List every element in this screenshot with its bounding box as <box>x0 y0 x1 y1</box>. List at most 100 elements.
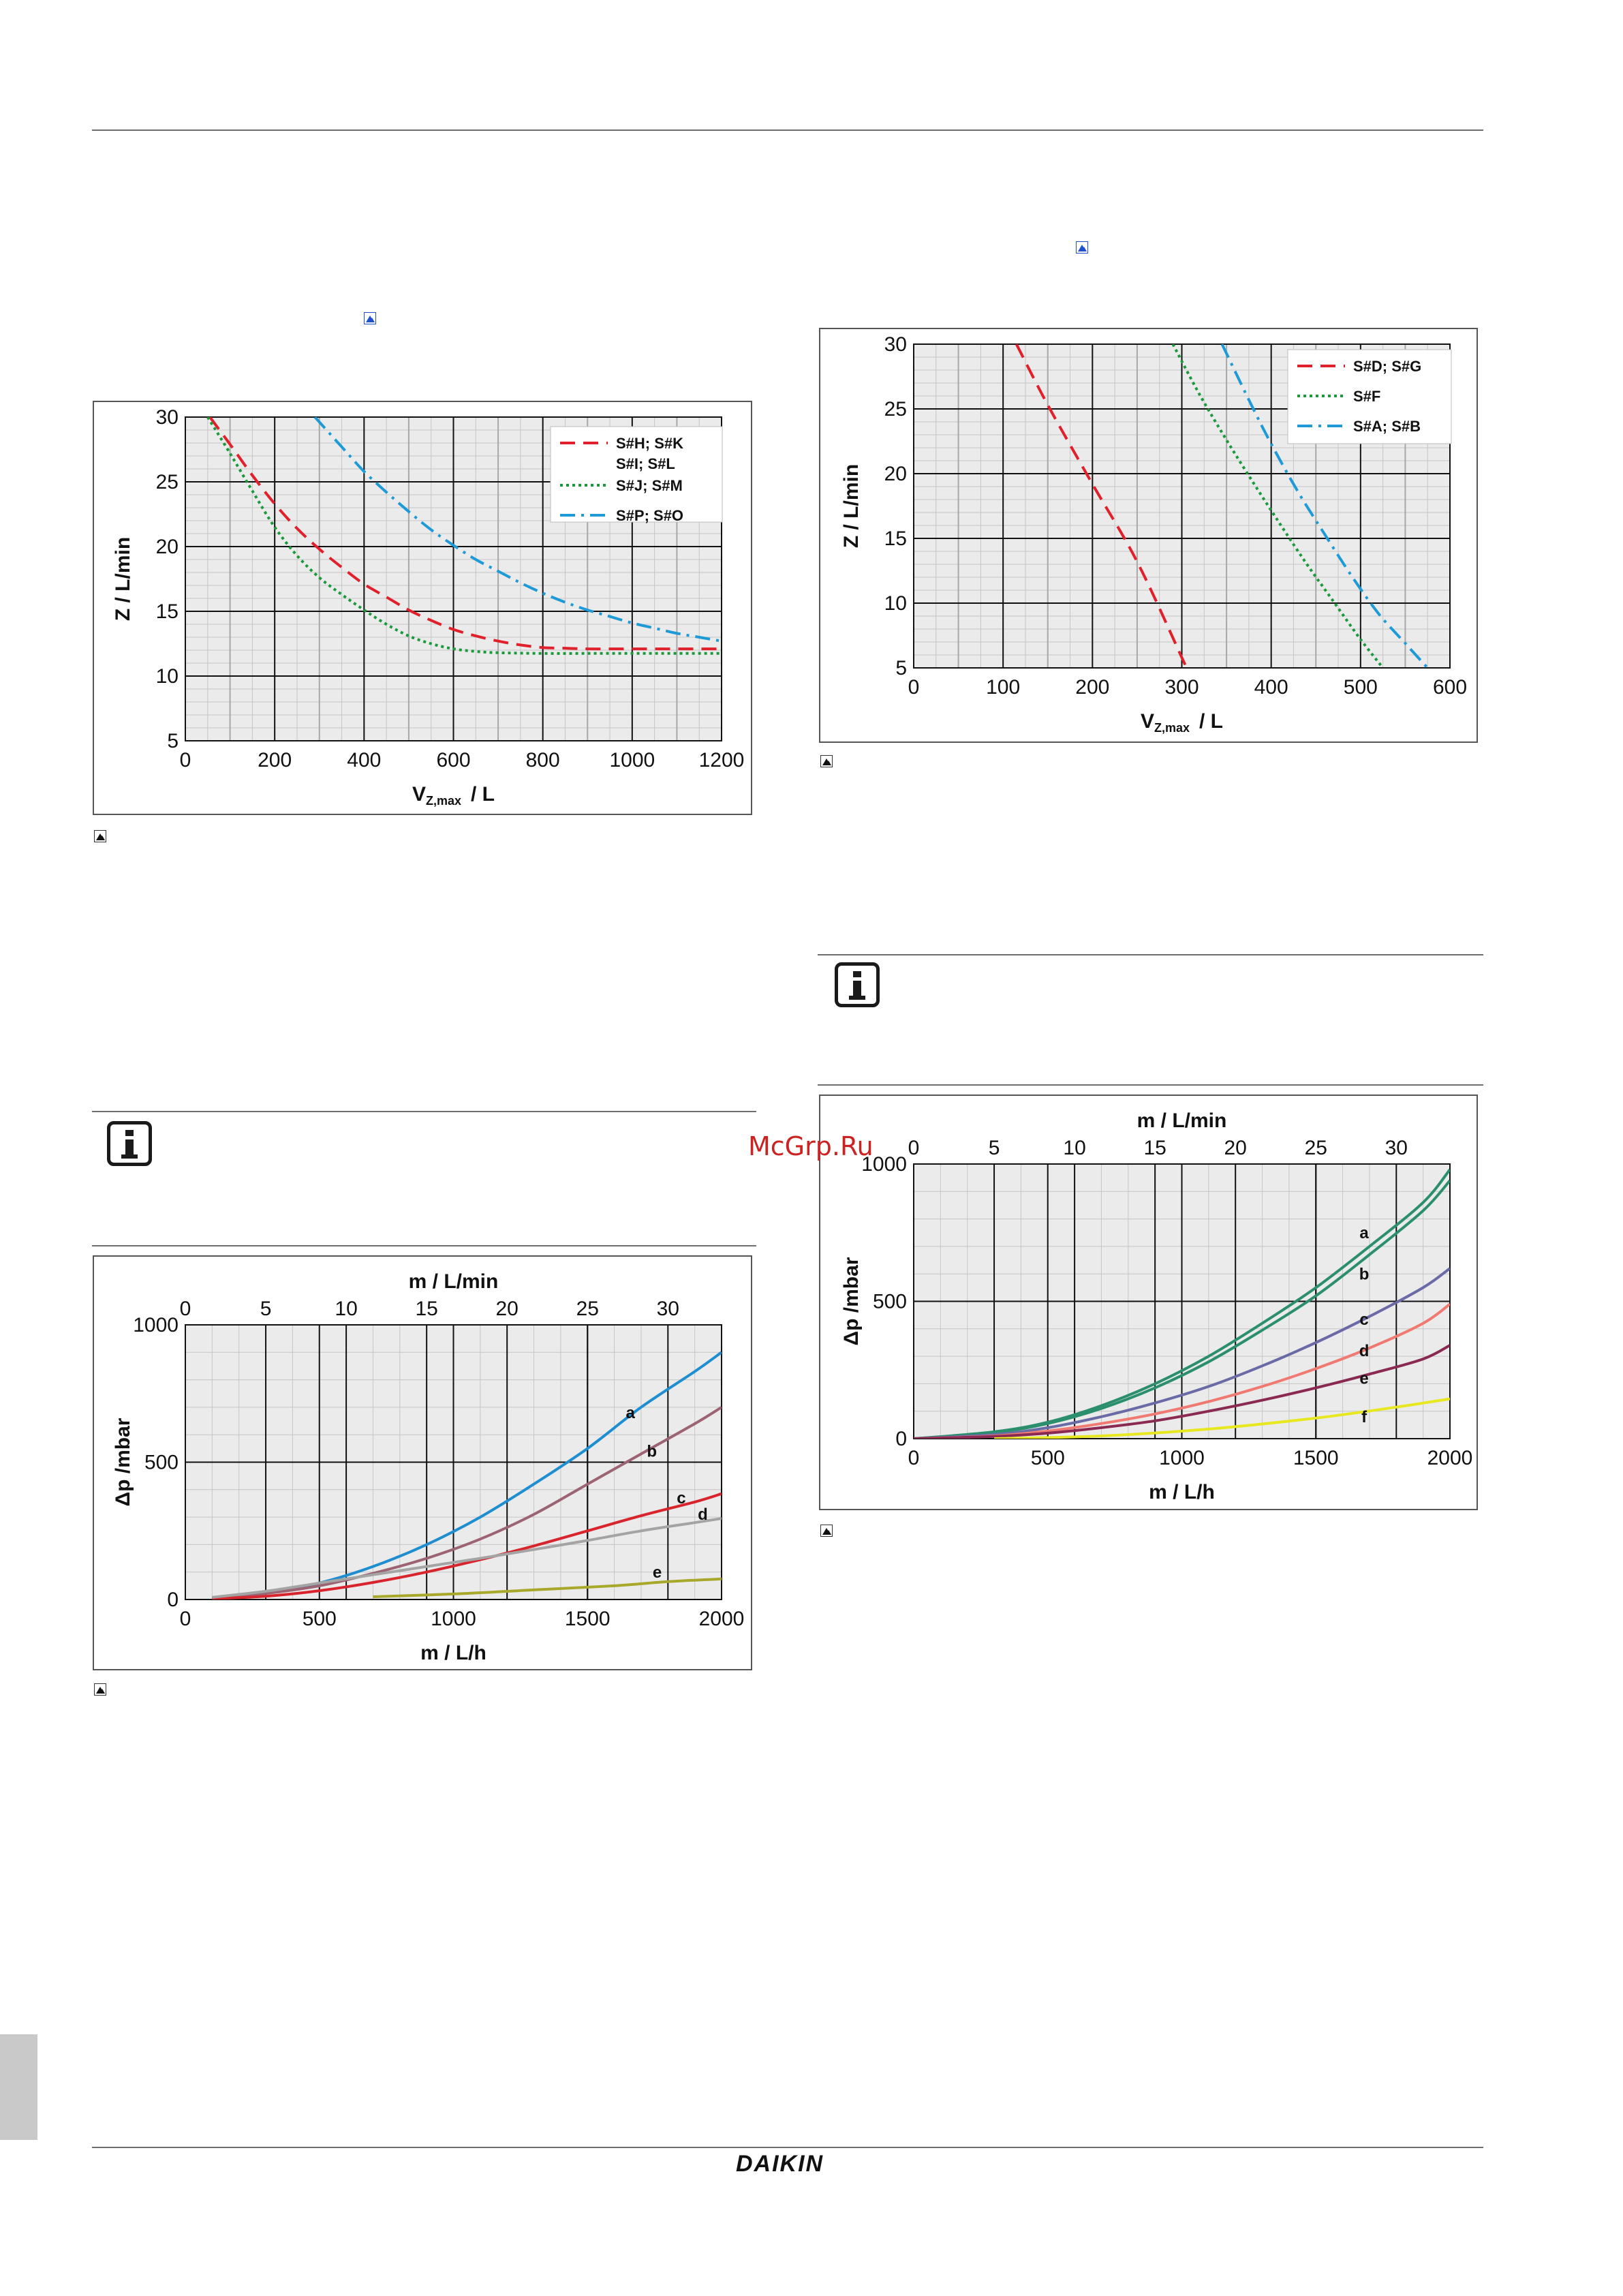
chart-2: 0 100 200 300 400 500 600 5 10 15 20 25 30 VZ,max / L Z… <box>840 333 1467 735</box>
daikin-logo: DAIKIN <box>736 2151 824 2177</box>
plot-border <box>185 1324 722 1600</box>
chart-frame-4: 0 500 1000 1500 2000 0 500 1000 0 5 10 15 20 25 30 m / … <box>819 1095 1478 1510</box>
x-tick-label: 200 <box>1075 676 1109 699</box>
watermark: McGrp.Ru <box>748 1131 874 1161</box>
x-axis-label: m / L/h <box>1149 1481 1215 1503</box>
x-axis-label: m / L/h <box>420 1642 486 1664</box>
x-tick-label: 2000 <box>1427 1447 1473 1469</box>
series-line-d <box>914 1344 1450 1439</box>
x-tick-label: 1500 <box>565 1608 610 1630</box>
series-line-b <box>212 1406 722 1599</box>
y-tick-label: 15 <box>156 600 179 623</box>
curve-label-c: c <box>1359 1311 1368 1329</box>
plot-border <box>913 343 1451 669</box>
x-tick-label: 600 <box>436 749 470 771</box>
left-info-rule-bottom <box>92 1245 756 1246</box>
legend-label: S#D; S#G <box>1353 358 1421 375</box>
x-tick-label: 1500 <box>1293 1447 1339 1469</box>
x-tick-label: 500 <box>1031 1447 1065 1469</box>
y-tick-label: 15 <box>884 527 907 550</box>
y-axis-label: Δp /mbar <box>840 1257 863 1345</box>
x-axis-label: VZ,max / L <box>412 783 495 808</box>
y-tick-label: 25 <box>156 471 179 493</box>
series-line-s-h-s-k <box>208 417 722 651</box>
legend-label: S#F <box>1353 388 1380 405</box>
curve-label-d: d <box>1359 1342 1370 1360</box>
left-info-rule-top <box>92 1111 756 1112</box>
x-tick-label: 0 <box>180 749 191 771</box>
top-tick-label: 20 <box>496 1298 519 1320</box>
top-tick-label: 15 <box>1143 1137 1166 1159</box>
legend-box <box>550 426 723 523</box>
series-line-d <box>212 1517 722 1599</box>
x-axis-label-main: V <box>1141 710 1154 733</box>
x-tick-label: 1000 <box>1159 1447 1205 1469</box>
picture-icon[interactable] <box>820 1525 833 1537</box>
legend-label: S#A; S#B <box>1353 418 1421 435</box>
chart-frame-2: 0 100 200 300 400 500 600 5 10 15 20 25 30 VZ,max / L Z… <box>819 328 1478 743</box>
curve-label-a: a <box>1359 1224 1369 1242</box>
x-tick-label: 400 <box>1254 676 1288 699</box>
top-tick-label: 25 <box>1305 1137 1327 1159</box>
y-axis-label: Z / L/min <box>840 464 863 548</box>
info-icon <box>107 1121 152 1166</box>
curve-label-b: b <box>647 1442 657 1460</box>
chart-frame-1: 0 200 400 600 800 1000 1200 5 10 15 20 25 30 VZ,max / … <box>93 401 752 815</box>
plot-border <box>913 1163 1451 1439</box>
series-line-c <box>914 1302 1450 1439</box>
curve-label-c: c <box>677 1489 685 1507</box>
x-tick-label: 500 <box>1344 676 1378 699</box>
y-tick-label: 500 <box>873 1291 907 1313</box>
picture-icon[interactable] <box>1076 241 1088 254</box>
top-tick-label: 30 <box>657 1298 679 1320</box>
y-tick-label: 25 <box>884 398 907 420</box>
legend-label: S#I; S#L <box>616 455 675 472</box>
top-axis-label: m / L/min <box>1137 1109 1227 1132</box>
series-line-e <box>373 1577 722 1598</box>
y-tick-label: 500 <box>144 1452 179 1474</box>
chart-frame-3: 0 500 1000 1500 2000 0 500 1000 0 5 10 15 20 25 30 m / … <box>93 1255 752 1670</box>
info-icon <box>835 962 880 1007</box>
curve-label-e: e <box>653 1563 662 1582</box>
top-tick-label: 30 <box>1385 1137 1408 1159</box>
y-tick-label: 0 <box>167 1589 179 1611</box>
top-tick-label: 20 <box>1224 1137 1247 1159</box>
x-axis-label-sub: Z,max <box>1154 721 1190 735</box>
series-line-s-a-s-b <box>1220 344 1429 668</box>
picture-icon[interactable] <box>820 755 833 767</box>
x-axis-label-unit: / L <box>1199 710 1223 733</box>
picture-icon[interactable] <box>94 1683 106 1696</box>
y-axis-label: Δp /mbar <box>112 1418 134 1506</box>
y-tick-label: 20 <box>884 463 907 485</box>
top-rule <box>92 129 1483 131</box>
curve-label-f: f <box>1361 1408 1367 1426</box>
top-axis-label: m / L/min <box>409 1270 499 1293</box>
x-tick-label: 400 <box>347 749 381 771</box>
x-axis-label-main: V <box>412 783 426 806</box>
y-tick-label: 10 <box>884 592 907 615</box>
bottom-rule <box>92 2147 1483 2148</box>
y-tick-label: 20 <box>156 536 179 558</box>
top-tick-label: 5 <box>260 1298 272 1320</box>
top-tick-label: 0 <box>180 1298 191 1320</box>
y-tick-label: 5 <box>895 657 907 679</box>
y-tick-label: 1000 <box>133 1314 179 1336</box>
x-tick-label: 2000 <box>699 1608 745 1630</box>
curve-label-a: a <box>626 1404 636 1422</box>
top-tick-label: 25 <box>576 1298 599 1320</box>
y-axis-label: Z / L/min <box>112 537 134 621</box>
side-tab <box>0 2034 37 2140</box>
x-tick-label: 500 <box>303 1608 337 1630</box>
legend-box <box>1287 349 1452 444</box>
x-tick-label: 0 <box>908 1447 920 1469</box>
y-tick-label: 1000 <box>861 1153 907 1176</box>
picture-icon[interactable] <box>364 312 376 324</box>
x-axis-label: VZ,max / L <box>1141 710 1223 735</box>
picture-icon[interactable] <box>94 830 106 842</box>
series-line-f <box>994 1397 1450 1439</box>
y-tick-label: 5 <box>167 730 179 752</box>
top-tick-label: 10 <box>335 1298 357 1320</box>
x-tick-label: 300 <box>1164 676 1199 699</box>
top-tick-label: 15 <box>415 1298 437 1320</box>
